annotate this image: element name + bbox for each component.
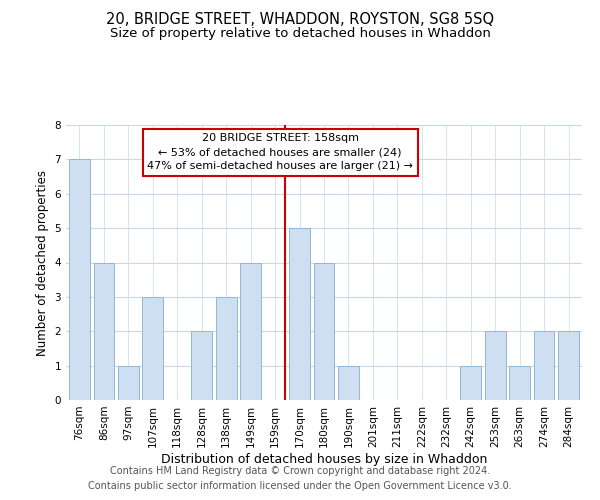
Bar xyxy=(191,331,212,400)
Text: Contains public sector information licensed under the Open Government Licence v3: Contains public sector information licen… xyxy=(88,481,512,491)
Bar xyxy=(485,331,506,400)
Bar xyxy=(216,297,236,400)
Bar xyxy=(94,262,114,400)
Bar xyxy=(118,366,139,400)
Bar xyxy=(509,366,530,400)
Bar xyxy=(240,262,261,400)
Bar xyxy=(558,331,579,400)
Bar xyxy=(534,331,554,400)
Text: 20 BRIDGE STREET: 158sqm
← 53% of detached houses are smaller (24)
47% of semi-d: 20 BRIDGE STREET: 158sqm ← 53% of detach… xyxy=(147,133,413,171)
Bar xyxy=(289,228,310,400)
Text: Size of property relative to detached houses in Whaddon: Size of property relative to detached ho… xyxy=(110,28,490,40)
Y-axis label: Number of detached properties: Number of detached properties xyxy=(36,170,49,356)
X-axis label: Distribution of detached houses by size in Whaddon: Distribution of detached houses by size … xyxy=(161,452,487,466)
Bar xyxy=(314,262,334,400)
Bar xyxy=(142,297,163,400)
Bar xyxy=(460,366,481,400)
Text: Contains HM Land Registry data © Crown copyright and database right 2024.: Contains HM Land Registry data © Crown c… xyxy=(110,466,490,476)
Text: 20, BRIDGE STREET, WHADDON, ROYSTON, SG8 5SQ: 20, BRIDGE STREET, WHADDON, ROYSTON, SG8… xyxy=(106,12,494,28)
Bar xyxy=(338,366,359,400)
Bar xyxy=(69,160,90,400)
